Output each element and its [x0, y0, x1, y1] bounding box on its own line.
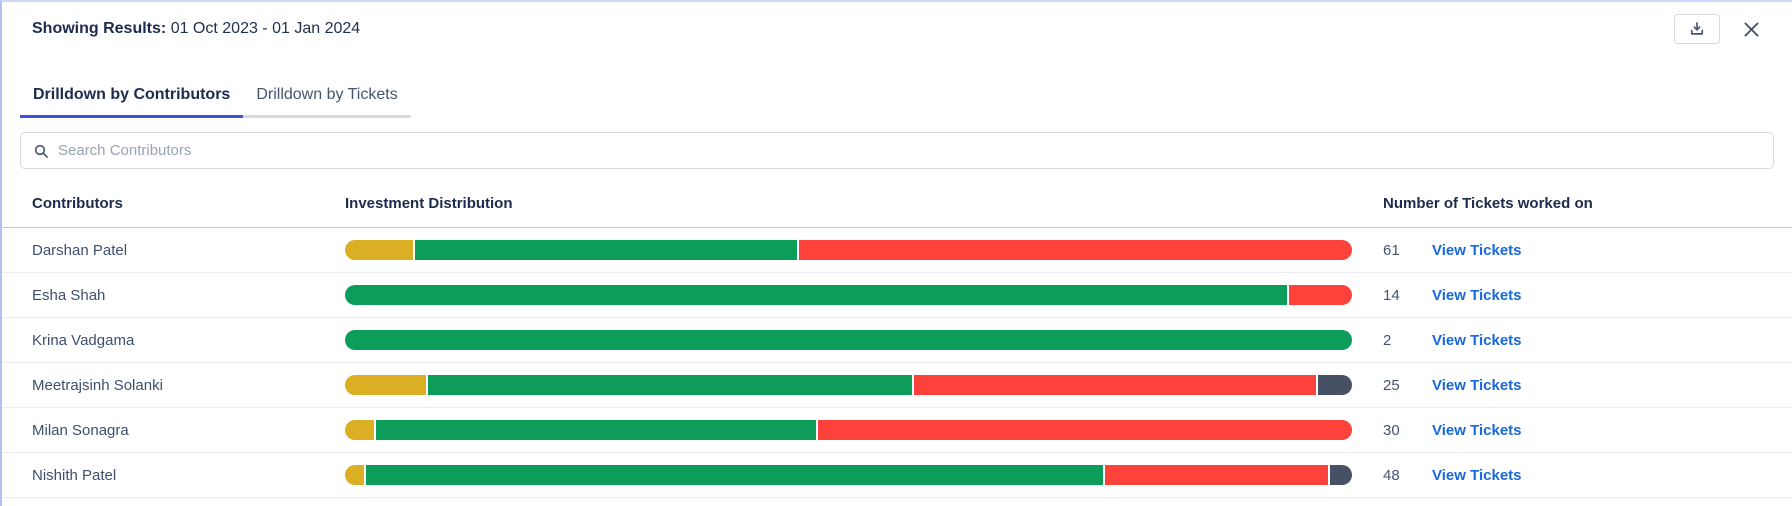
- view-tickets-link[interactable]: View Tickets: [1432, 241, 1522, 259]
- bar-segment-gold: [345, 375, 427, 395]
- bar-segment-slate: [1317, 375, 1352, 395]
- table-header: Contributors Investment Distribution Num…: [2, 169, 1792, 228]
- bar-segment-red: [1288, 285, 1352, 305]
- contributor-name: Meetrajsinh Solanki: [32, 376, 163, 394]
- search-bar[interactable]: [20, 132, 1774, 169]
- search-icon: [33, 143, 49, 159]
- column-header-contributors: Contributors: [32, 195, 123, 212]
- view-tickets-link[interactable]: View Tickets: [1432, 331, 1522, 349]
- table-row: Milan Sonagra 30 View Tickets: [2, 408, 1792, 453]
- bar-segment-green: [376, 420, 817, 440]
- tab-drilldown-by-tickets[interactable]: Drilldown by Tickets: [243, 78, 411, 118]
- contributors-table-body: Darshan Patel 61 View Tickets Esha Shah …: [2, 228, 1792, 498]
- search-input[interactable]: [58, 142, 1761, 159]
- tickets-count: 25: [1383, 376, 1400, 394]
- bar-segment-green: [415, 240, 798, 260]
- view-tickets-link[interactable]: View Tickets: [1432, 376, 1522, 394]
- bar-segment-gold: [345, 465, 365, 485]
- investment-distribution-bar: [345, 240, 1352, 260]
- close-button[interactable]: [1738, 16, 1764, 42]
- bar-segment-red: [818, 420, 1352, 440]
- tickets-count: 48: [1383, 466, 1400, 484]
- drilldown-tabs: Drilldown by Contributors Drilldown by T…: [20, 78, 1792, 118]
- bar-segment-red: [913, 375, 1316, 395]
- investment-distribution-bar: [345, 375, 1352, 395]
- bar-segment-red: [799, 240, 1352, 260]
- bar-segment-green: [345, 330, 1352, 350]
- table-row: Darshan Patel 61 View Tickets: [2, 228, 1792, 273]
- bar-segment-slate: [1329, 465, 1352, 485]
- panel-header: Showing Results: 01 Oct 2023 - 01 Jan 20…: [2, 2, 1792, 44]
- bar-segment-green: [428, 375, 912, 395]
- view-tickets-link[interactable]: View Tickets: [1432, 421, 1522, 439]
- bar-segment-gold: [345, 240, 414, 260]
- investment-distribution-bar: [345, 465, 1352, 485]
- column-header-tickets-worked-on: Number of Tickets worked on: [1383, 195, 1593, 212]
- table-row: Meetrajsinh Solanki 25 View Tickets: [2, 363, 1792, 408]
- column-header-investment-distribution: Investment Distribution: [345, 195, 513, 212]
- tickets-count: 2: [1383, 331, 1392, 349]
- download-button[interactable]: [1674, 14, 1720, 44]
- contributor-name: Milan Sonagra: [32, 421, 129, 439]
- table-row: Krina Vadgama 2 View Tickets: [2, 318, 1792, 363]
- tickets-count: 30: [1383, 421, 1400, 439]
- showing-results-text: Showing Results: 01 Oct 2023 - 01 Jan 20…: [32, 20, 360, 38]
- tickets-count: 14: [1383, 286, 1400, 304]
- bar-segment-green: [345, 285, 1287, 305]
- table-row: Esha Shah 14 View Tickets: [2, 273, 1792, 318]
- bar-segment-gold: [345, 420, 375, 440]
- investment-distribution-bar: [345, 285, 1352, 305]
- contributor-name: Esha Shah: [32, 286, 106, 304]
- contributor-name: Darshan Patel: [32, 241, 128, 259]
- download-tray-icon: [1688, 20, 1706, 38]
- contributor-name: Nishith Patel: [32, 466, 117, 484]
- tab-drilldown-by-contributors[interactable]: Drilldown by Contributors: [20, 78, 244, 118]
- showing-results-label: Showing Results:: [32, 20, 167, 37]
- close-x-icon: [1741, 19, 1762, 40]
- table-row: Nishith Patel 48 View Tickets: [2, 453, 1792, 498]
- date-range-value: 01 Oct 2023 - 01 Jan 2024: [170, 20, 361, 37]
- view-tickets-link[interactable]: View Tickets: [1432, 466, 1522, 484]
- bar-segment-green: [366, 465, 1103, 485]
- investment-distribution-bar: [345, 420, 1352, 440]
- tickets-count: 61: [1383, 241, 1400, 259]
- bar-segment-red: [1104, 465, 1328, 485]
- contributor-name: Krina Vadgama: [32, 331, 135, 349]
- investment-distribution-bar: [345, 330, 1352, 350]
- view-tickets-link[interactable]: View Tickets: [1432, 286, 1522, 304]
